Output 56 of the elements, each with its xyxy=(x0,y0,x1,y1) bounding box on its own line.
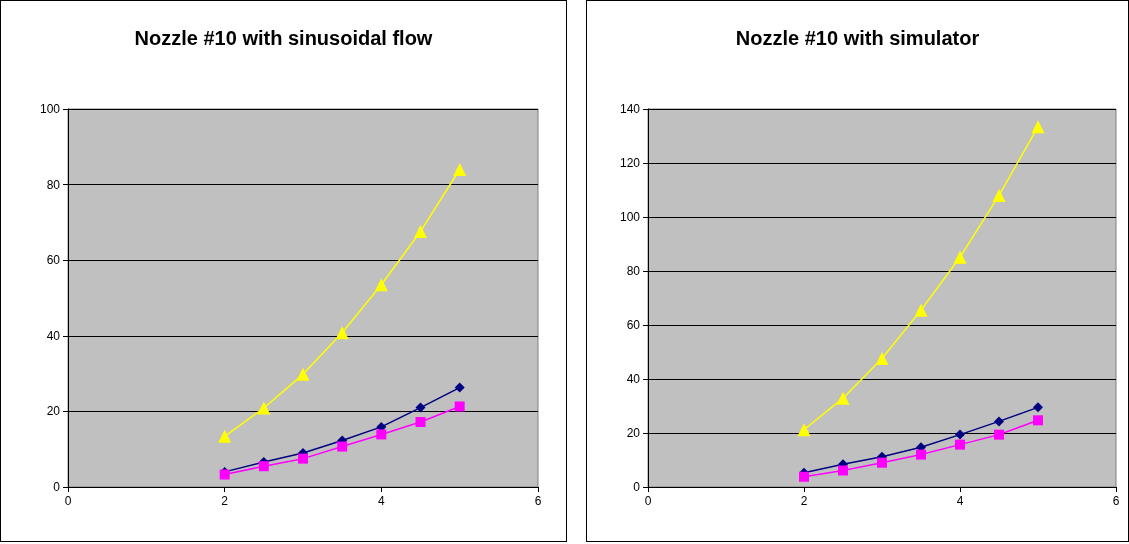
y-tick-label: 40 xyxy=(46,328,61,343)
y-tick-label: 80 xyxy=(626,264,641,278)
point xyxy=(916,449,926,460)
point xyxy=(454,401,465,412)
y-tick-label: 120 xyxy=(619,156,641,170)
y-tick-label: 60 xyxy=(626,318,641,332)
point xyxy=(414,224,427,238)
point xyxy=(374,278,388,292)
point xyxy=(914,303,928,317)
point xyxy=(953,250,967,264)
point xyxy=(955,429,965,440)
point xyxy=(415,402,426,413)
point xyxy=(257,401,271,415)
y-tick-label: 0 xyxy=(53,480,61,494)
x-tick-label: 0 xyxy=(64,494,72,508)
point xyxy=(799,471,809,482)
y-tick-label: 40 xyxy=(626,372,641,386)
point xyxy=(1033,402,1043,413)
point xyxy=(836,391,850,405)
chart-title: Nozzle #10 with simulator xyxy=(735,27,980,49)
point xyxy=(454,382,465,393)
point xyxy=(298,453,308,464)
point xyxy=(838,465,848,476)
x-tick-label: 6 xyxy=(534,494,542,508)
point xyxy=(337,441,348,452)
x-tick-label: 4 xyxy=(956,494,964,508)
y-tick-label: 60 xyxy=(46,253,61,268)
point xyxy=(955,439,965,450)
point xyxy=(415,416,426,427)
point xyxy=(296,367,310,381)
point xyxy=(992,188,1006,202)
x-tick-label: 0 xyxy=(644,494,652,508)
chart-title: Nozzle #10 with sinusoidal flow xyxy=(134,27,433,49)
y-tick-label: 20 xyxy=(46,404,61,419)
point xyxy=(877,457,887,468)
y-tick-label: 0 xyxy=(633,480,641,494)
point xyxy=(1033,415,1043,426)
point xyxy=(453,162,467,176)
point xyxy=(875,351,889,365)
x-tick-label: 2 xyxy=(221,494,229,508)
y-tick-label: 20 xyxy=(626,426,641,440)
y-tick-label: 100 xyxy=(39,102,61,116)
point xyxy=(258,461,269,472)
x-tick-label: 6 xyxy=(1112,494,1120,508)
point xyxy=(994,429,1004,440)
x-tick-label: 2 xyxy=(800,494,808,508)
point xyxy=(218,429,232,443)
point xyxy=(1031,120,1045,134)
y-tick-label: 80 xyxy=(46,177,61,192)
x-tick-label: 4 xyxy=(377,494,385,508)
point xyxy=(994,416,1004,427)
point xyxy=(335,326,349,340)
y-tick-label: 100 xyxy=(619,210,641,224)
y-tick-label: 140 xyxy=(619,102,641,116)
point xyxy=(376,429,387,440)
point xyxy=(797,423,811,437)
